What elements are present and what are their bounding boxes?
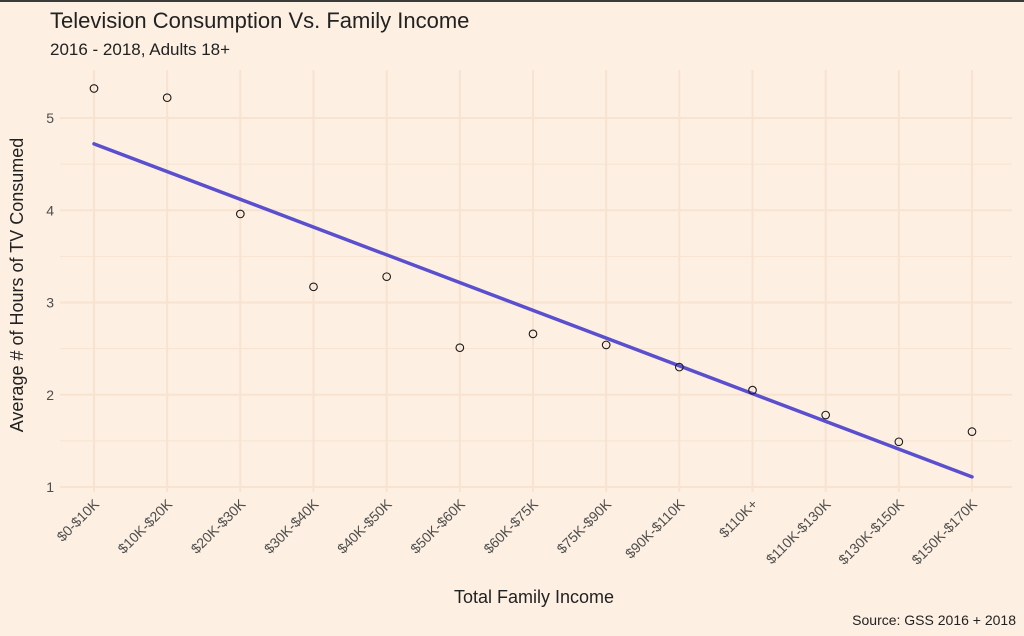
data-point <box>309 282 318 292</box>
chart-title: Television Consumption Vs. Family Income <box>50 8 470 33</box>
y-tick-label: 2 <box>46 387 54 403</box>
x-tick-label: $130K-$150K <box>835 495 907 567</box>
x-axis-title: Total Family Income <box>454 587 614 607</box>
data-point <box>455 343 465 353</box>
y-tick-label: 5 <box>46 110 54 126</box>
data-point <box>89 84 99 93</box>
data-point <box>894 437 904 447</box>
top-rule <box>0 0 1024 2</box>
data-point <box>748 385 757 395</box>
y-tick-label: 4 <box>46 202 54 218</box>
x-tick-label: $150K-$170K <box>908 495 980 567</box>
x-tick-label: $75K-$90K <box>553 495 614 556</box>
trend-line <box>92 142 974 479</box>
x-tick-label: $40K-$50K <box>334 495 395 556</box>
data-point <box>382 272 392 282</box>
y-tick-label: 3 <box>46 295 54 311</box>
data-point <box>967 427 977 437</box>
x-axis-ticks: $0-$10K $10K-$20K $20K-$30K $30K-$40K $40K-$… <box>53 495 980 567</box>
data-point <box>528 329 538 339</box>
chart-caption: Source: GSS 2016 + 2018 <box>852 612 1016 628</box>
x-tick-label: $60K-$75K <box>480 495 541 556</box>
x-tick-label: $90K-$110K <box>622 495 688 561</box>
y-axis-title: Average # of Hours of TV Consumed <box>7 138 27 433</box>
data-point <box>235 209 245 219</box>
x-tick-label: $20K-$30K <box>188 495 249 556</box>
data-point <box>162 93 172 103</box>
y-tick-label: 1 <box>46 479 54 495</box>
chart-subtitle: 2016 - 2018, Adults 18+ <box>50 40 231 59</box>
x-tick-label: $110K+ <box>716 496 761 541</box>
data-point <box>821 410 831 420</box>
x-tick-label: $50K-$60K <box>407 495 468 556</box>
trend-line-group <box>92 142 974 479</box>
data-point <box>674 362 684 372</box>
x-tick-label: $10K-$20K <box>114 495 175 556</box>
data-point <box>601 340 611 350</box>
grid-lines <box>60 70 1012 492</box>
x-tick-label: $110K-$130K <box>763 495 835 567</box>
x-tick-label: $0-$10K <box>53 495 102 544</box>
data-points <box>89 84 977 447</box>
y-axis-ticks: 1 2 3 4 5 <box>46 110 54 495</box>
x-tick-label: $30K-$40K <box>261 495 322 556</box>
